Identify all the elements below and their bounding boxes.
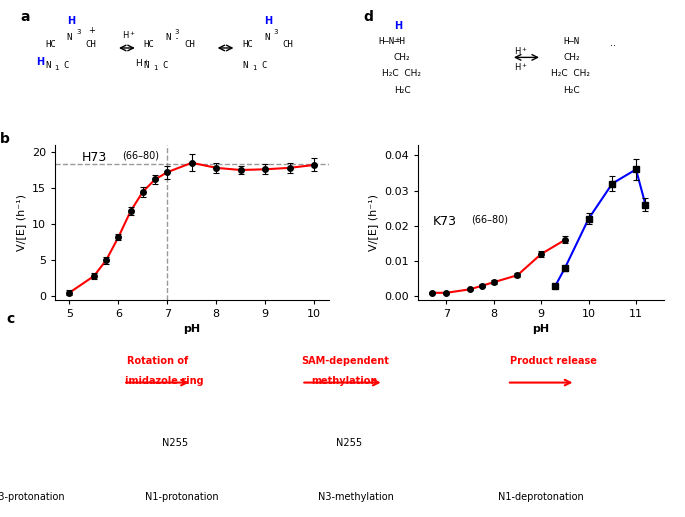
Text: SAM-dependent: SAM-dependent <box>301 356 389 366</box>
Text: ··: ·· <box>610 41 616 51</box>
Text: H: H <box>264 16 272 26</box>
Text: Rotation of: Rotation of <box>127 356 188 366</box>
Text: N: N <box>144 62 149 70</box>
Text: 1: 1 <box>252 66 256 71</box>
Text: N: N <box>166 33 171 42</box>
Text: H₂C  CH₂: H₂C CH₂ <box>382 69 421 79</box>
Text: HC: HC <box>242 40 253 49</box>
X-axis label: pH: pH <box>184 325 200 334</box>
Text: HC: HC <box>45 40 56 49</box>
Text: d: d <box>363 10 373 24</box>
Text: imidazole ring: imidazole ring <box>125 376 204 386</box>
Text: N1-protonation: N1-protonation <box>145 492 219 502</box>
Text: 1: 1 <box>153 66 158 71</box>
Text: N: N <box>264 33 269 42</box>
Text: c: c <box>7 312 15 326</box>
Text: H₂C: H₂C <box>563 86 580 95</box>
Text: CH: CH <box>85 40 96 49</box>
Text: N255: N255 <box>162 438 188 448</box>
Text: H₂C  CH₂: H₂C CH₂ <box>551 69 590 79</box>
X-axis label: pH: pH <box>533 325 549 334</box>
Y-axis label: V/[E] (h⁻¹): V/[E] (h⁻¹) <box>369 194 379 251</box>
Text: H73: H73 <box>82 151 108 164</box>
Text: H: H <box>66 16 75 26</box>
Text: N: N <box>66 33 72 42</box>
Text: CH: CH <box>282 40 293 49</box>
Text: H₂C: H₂C <box>394 86 410 95</box>
Text: 3: 3 <box>273 29 278 35</box>
Text: a: a <box>21 10 30 24</box>
Text: N255: N255 <box>336 438 362 448</box>
Y-axis label: V/[E] (h⁻¹): V/[E] (h⁻¹) <box>16 194 26 251</box>
Text: +: + <box>394 37 400 43</box>
Text: +: + <box>88 26 95 36</box>
Text: H$^+$: H$^+$ <box>122 29 136 41</box>
Text: H$^+$: H$^+$ <box>514 62 528 73</box>
Text: C: C <box>261 62 266 70</box>
Text: ·: · <box>175 33 179 46</box>
Text: H: H <box>36 57 44 67</box>
Text: H–N: H–N <box>563 37 580 46</box>
Text: 1: 1 <box>54 66 59 71</box>
Text: N3-protonation: N3-protonation <box>0 492 64 502</box>
Text: H$^+$: H$^+$ <box>514 45 528 57</box>
Text: b: b <box>0 132 10 146</box>
Text: CH: CH <box>184 40 195 49</box>
Text: C: C <box>64 62 69 70</box>
Text: N3-methylation: N3-methylation <box>319 492 394 502</box>
Text: H$^+$: H$^+$ <box>134 57 149 69</box>
Text: methylation: methylation <box>312 376 378 386</box>
Text: K73: K73 <box>433 215 457 227</box>
Text: 3: 3 <box>175 29 179 35</box>
Text: 3: 3 <box>76 29 81 35</box>
Text: HC: HC <box>144 40 155 49</box>
Text: (66–80): (66–80) <box>122 151 159 161</box>
Text: N: N <box>45 62 51 70</box>
Text: N: N <box>242 62 248 70</box>
Text: H–N—H: H–N—H <box>378 37 406 46</box>
Text: C: C <box>162 62 168 70</box>
Text: CH₂: CH₂ <box>394 53 410 63</box>
Text: N1-deprotonation: N1-deprotonation <box>498 492 584 502</box>
Text: H: H <box>394 21 402 31</box>
Text: (66–80): (66–80) <box>471 215 508 224</box>
Text: Product release: Product release <box>510 356 597 366</box>
Text: CH₂: CH₂ <box>563 53 580 63</box>
